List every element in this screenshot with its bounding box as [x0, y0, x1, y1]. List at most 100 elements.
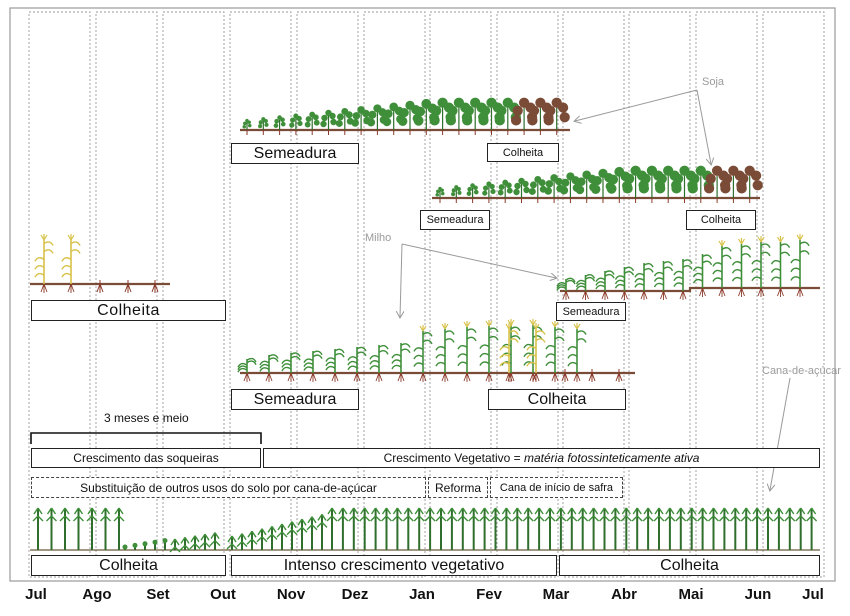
soy-plant	[351, 106, 371, 135]
month-label: Dez	[341, 586, 369, 603]
sugarcane-plant	[424, 507, 436, 550]
sugarcane-plant	[511, 507, 523, 550]
corn-plant	[653, 261, 674, 300]
crescimento-vegetativo-label: Crescimento Vegetativo = matéria fotossi…	[263, 448, 820, 468]
corn-plant	[347, 346, 367, 382]
corn-plant	[325, 348, 345, 382]
soja-note: Soja	[702, 76, 725, 88]
sugarcane-plant	[446, 507, 458, 550]
milho-prev-colheita-label: Colheita	[31, 300, 226, 321]
corn-stubble	[96, 280, 104, 293]
sugarcane-plant	[806, 507, 818, 550]
sugarcane-plant	[675, 507, 687, 550]
sugarcane-plant	[653, 507, 665, 550]
sugarcane-plant	[544, 507, 556, 550]
soy-plant	[289, 113, 303, 135]
soja-colheita-label: Colheita	[487, 143, 559, 162]
sugarcane-plant	[762, 507, 774, 550]
corn-plant	[259, 354, 279, 382]
month-label: Jan	[409, 586, 435, 603]
corn-plant	[634, 262, 654, 300]
sugarcane-plant	[718, 507, 730, 550]
sugarcane-plant	[276, 523, 288, 550]
sugarcane-plant	[468, 507, 480, 550]
month-column	[95, 11, 158, 578]
pointer-arrows	[400, 89, 791, 490]
sugarcane-plant	[686, 507, 698, 550]
corn-stubble	[615, 369, 623, 382]
milho-note: Milho	[365, 232, 392, 244]
milho2-semeadura-label: Semeadura	[556, 302, 626, 321]
soy-plant	[320, 109, 337, 135]
sugarcane-plant	[162, 538, 168, 550]
sugarcane-plant	[555, 507, 567, 550]
month-label: Ago	[82, 586, 112, 603]
soy-plant	[335, 107, 354, 135]
sugarcane-plant	[370, 507, 382, 550]
sugarcane-plant	[199, 533, 211, 550]
brace-line	[30, 432, 262, 444]
sugarcane-plant	[359, 507, 371, 550]
sugarcane-plant	[256, 528, 268, 550]
soja-semeadura-label: Semeadura	[231, 143, 359, 164]
pointer-arrow	[696, 89, 711, 164]
month-column	[562, 11, 625, 578]
sugarcane-plant	[122, 544, 128, 550]
sugarcane-plant	[697, 507, 709, 550]
soy-plant	[273, 115, 286, 135]
intenso-crescimento-label: Intenso crescimento vegetativo	[231, 555, 557, 576]
month-label: Nov	[276, 586, 306, 603]
month-column	[229, 11, 292, 578]
sugarcane-plant	[620, 507, 632, 550]
sugarcane-plant	[152, 539, 158, 550]
soy-plant	[513, 177, 530, 203]
corn-plant	[556, 277, 576, 300]
sugarcane-plant	[381, 507, 392, 550]
sugarcane-plant	[479, 507, 491, 550]
materia-ativa-text: matéria fotossinteticamente ativa	[524, 451, 700, 465]
sugarcane-plant	[142, 541, 148, 550]
sugarcane-plant	[326, 507, 338, 550]
month-label: Fev	[476, 586, 502, 603]
reforma-label: Reforma	[428, 477, 488, 498]
sugarcane-plant	[413, 507, 425, 550]
corn-plant	[751, 236, 771, 297]
soy-plant	[304, 111, 320, 135]
corn-plant	[391, 343, 411, 382]
corn-plant	[457, 321, 477, 382]
month-column	[496, 11, 559, 578]
corn-plant	[526, 323, 546, 382]
soy-plant	[466, 183, 479, 203]
sugarcane-plant	[402, 507, 414, 550]
sugarcane-plant	[609, 507, 621, 550]
month-column	[363, 11, 426, 578]
sugarcane-plant	[100, 507, 111, 550]
month-column	[296, 11, 359, 578]
month-column	[695, 11, 758, 578]
month-label: Jul	[25, 586, 47, 603]
corn-plant	[712, 240, 732, 297]
sugarcane-plant	[348, 507, 360, 550]
corn-plant	[692, 254, 713, 297]
soy-plant	[543, 97, 570, 135]
sugarcane-plant	[566, 507, 578, 550]
sugarcane-plant	[86, 507, 98, 550]
corn-plant	[575, 273, 596, 300]
soy-plant	[497, 179, 513, 203]
month-label: Jul	[802, 586, 824, 603]
month-label: Jun	[744, 586, 772, 603]
sugarcane-plant	[46, 507, 57, 550]
sugarcane-plant	[391, 507, 403, 550]
month-column	[162, 11, 225, 578]
corn-plant	[545, 321, 565, 382]
corn-plant	[595, 270, 615, 300]
corn-plant	[731, 238, 752, 297]
corn-plant	[303, 350, 323, 382]
corn-plant	[34, 234, 54, 293]
sugarcane-plant	[306, 516, 318, 550]
soy-plant	[482, 181, 496, 203]
sugarcane-plant	[179, 537, 191, 551]
cana-note: Cana-de-açúcar	[762, 365, 841, 377]
sugarcane-plant	[522, 507, 534, 550]
soja2-colheita-label: Colheita	[686, 210, 756, 230]
